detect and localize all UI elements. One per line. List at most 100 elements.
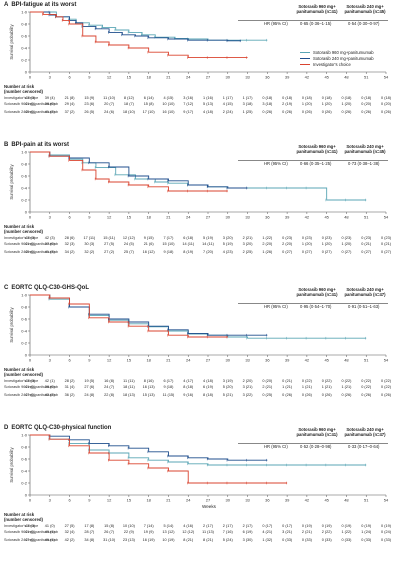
risk-cell: 3 (18) [262,102,273,106]
risk-cell: 3 (30) [242,538,253,542]
risk-cell: 11 (15) [162,393,175,397]
risk-cell: 0 (22) [381,379,391,383]
y-tick-label: 0·4 [21,45,28,50]
risk-cell: 8 (21) [203,538,213,542]
x-tick-label: 54 [384,215,389,220]
risk-cell: 0 (18) [361,96,372,100]
risk-cell: 1 (22) [341,530,352,534]
risk-row: Sotorasib 960 mg-panitumumab 41 (0) 40 (1)… [0,530,400,535]
risk-cell: 15 (8) [104,524,115,528]
y-tick-label: 1·0 [21,292,28,297]
risk-cell: 0 (33) [282,538,293,542]
risk-cell: 10 (19) [162,538,175,542]
x-tick-label: 51 [364,75,369,80]
risk-cell: 0 (27) [361,250,372,254]
risk-cell: 43 (0) [25,96,35,100]
risk-cell: 0 (18) [381,96,391,100]
x-tick-label: 45 [324,215,329,220]
x-tick-label: 36 [265,498,270,503]
risk-cell: 15 (9) [84,96,95,100]
risk-header-line: Number at risk [4,512,35,517]
x-tick-label: 15 [127,75,132,80]
risk-cell: 1 (20) [301,102,312,106]
risk-cell: 42 (3) [44,236,55,240]
risk-row: Sotorasib 240 mg-panitumumab 45 (0) 41 (2)… [0,110,400,115]
x-tick-label: 9 [88,498,91,503]
risk-cell: 0 (21) [282,379,293,383]
x-tick-label: 36 [265,215,270,220]
hr-column-header-240: Sotorasib 240 mg+ panitumumab (n=45) [344,144,386,154]
risk-cell: 2 (21) [242,236,253,240]
risk-cell: 30 (3) [84,242,95,246]
risk-cell: 34 (8) [84,538,95,542]
risk-cell: 39 (4) [44,96,55,100]
risk-cell: 1 (21) [321,385,332,389]
risk-cell: 6 (19) [242,530,253,534]
risk-header-line: (number censored) [4,372,43,377]
risk-cell: 10 (10) [122,524,135,528]
risk-cell: 0 (23) [381,236,391,240]
legend-swatch [300,58,310,60]
y-tick-label: 0·6 [21,316,28,321]
risk-cell: 1 (20) [321,102,332,106]
risk-header-line: (number censored) [4,229,43,234]
risk-cell: 1 (16) [203,96,213,100]
y-tick-label: 0·8 [21,444,28,449]
x-tick-label: 48 [344,498,349,503]
panel-title: C EORTC QLQ-C30-GHS-QoL [4,285,89,291]
y-tick-label: 0·8 [21,304,28,309]
risk-cell: 1 (24) [361,530,372,534]
y-tick-label: 0·6 [21,456,28,461]
risk-cell: 6 (17) [163,379,174,383]
risk-table-header: Number at risk (number censored) [4,84,43,94]
risk-cell: 24 (7) [104,385,115,389]
risk-cell: 0 (26) [282,393,293,397]
risk-cell: 27 (6) [84,385,95,389]
risk-cell: 32 (3) [64,242,75,246]
x-tick-label: 3 [49,498,52,503]
x-tick-label: 39 [285,358,290,363]
legend-swatch [300,52,310,54]
hr-label: HR (95% CI) [264,444,288,449]
x-tick-label: 24 [186,75,191,80]
risk-cell: 0 (26) [381,393,391,397]
risk-cell: 38 (0) [44,385,55,389]
risk-cell: 7 (14) [143,524,154,528]
risk-cell: 42 (2) [64,538,75,542]
risk-cell: 0 (25) [262,393,273,397]
panel-d: D EORTC QLQ-C30-physical function 0 0·2 0·4 0… [0,425,400,565]
risk-cell: 47 (0) [25,538,35,542]
legend-label: Sotorasib 960 mg+panitumumab [313,50,374,55]
risk-cell: 9 (16) [183,393,194,397]
risk-cell: 2 (17) [222,524,233,528]
risk-cell: 15 (13) [142,393,155,397]
x-tick-label: 33 [245,358,250,363]
risk-cell: 4 (23) [222,250,233,254]
x-tick-label: 3 [49,358,52,363]
risk-cell: 19 (9) [143,530,154,534]
risk-row: Investigator's choice 43 (0) 41 (0) 27 (5) 1… [0,524,400,529]
risk-cell: 2 (22) [321,530,332,534]
risk-cell: 0 (33) [381,538,391,542]
x-tick-label: 30 [226,498,231,503]
risk-row-name: Investigator's choice [4,379,39,383]
risk-cell: 0 (26) [381,110,391,114]
risk-cell: 6 (19) [203,385,213,389]
risk-cell: 6 (14) [143,96,154,100]
risk-cell: 32 (2) [84,250,95,254]
risk-cell: 36 (2) [64,393,75,397]
risk-cell: 0 (22) [321,379,332,383]
risk-cell: 1 (22) [262,236,273,240]
risk-cell: 41 (0) [44,524,55,528]
risk-cell: 43 (0) [25,379,35,383]
x-tick-label: 18 [146,75,151,80]
risk-cell: 0 (26) [282,110,293,114]
x-tick-label: 6 [68,215,71,220]
risk-row: Sotorasib 960 mg-panitumumab 41 (0) 37 (0)… [0,242,400,247]
y-tick-label: 0·8 [21,161,28,166]
x-tick-label: 33 [245,498,250,503]
risk-cell: 41 (0) [25,385,35,389]
risk-cell: 1 (20) [341,242,352,246]
risk-cell: 0 (26) [341,110,352,114]
x-tick-label: 15 [127,498,132,503]
